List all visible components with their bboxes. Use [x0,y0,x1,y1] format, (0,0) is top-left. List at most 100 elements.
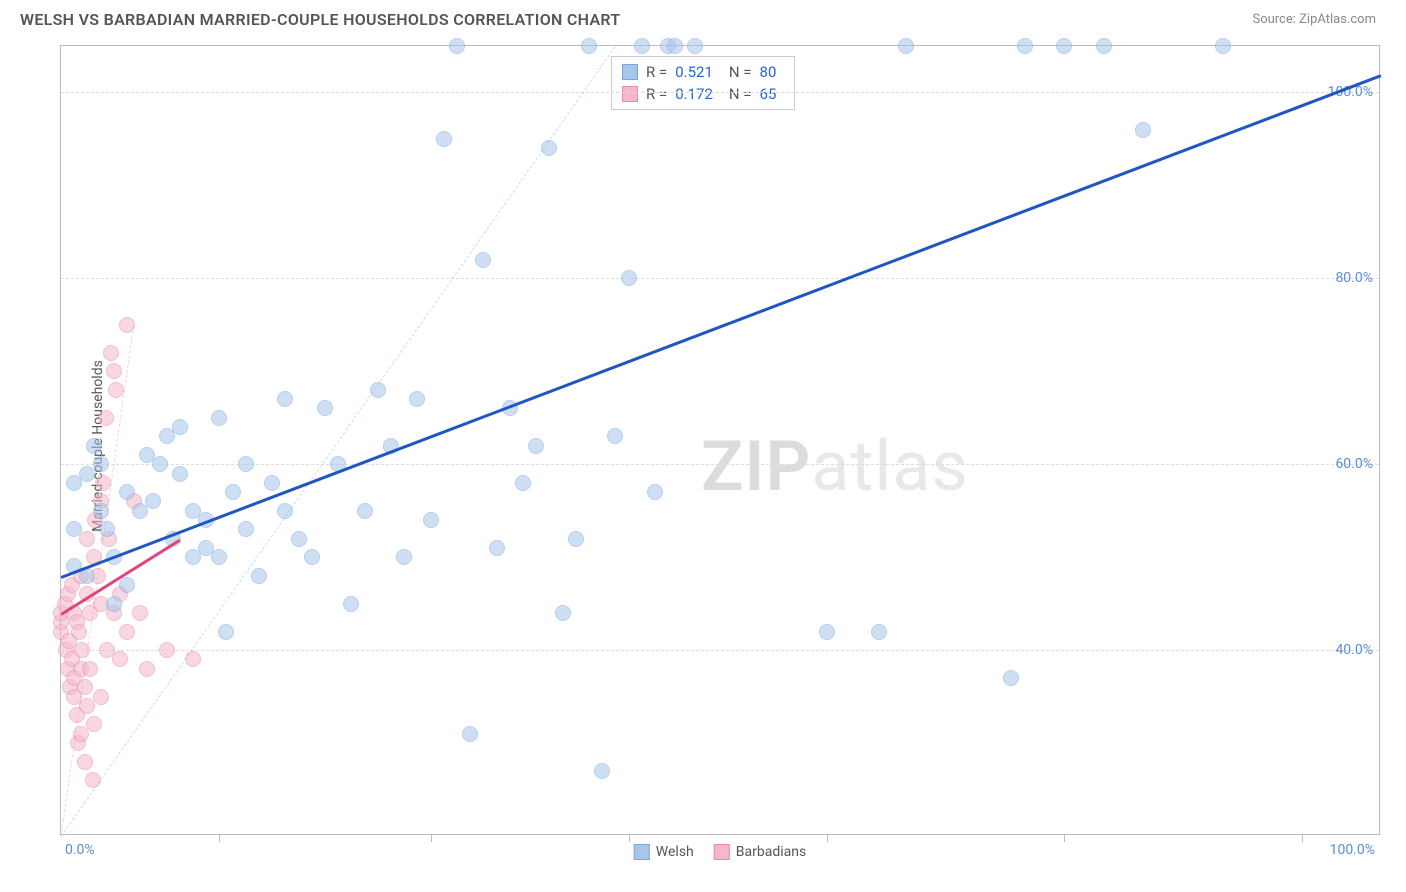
stats-row-barbadian: R = 0.172 N = 65 [622,83,784,105]
y-tick-label: 40.0% [1335,642,1373,658]
point-welsh [264,475,280,491]
point-welsh [86,438,102,454]
point-welsh [119,484,135,500]
legend-swatch-welsh [634,844,650,860]
point-barbadian [71,624,87,640]
point-welsh [93,456,109,472]
point-barbadian [132,605,148,621]
legend-label-barbadian: Barbadians [736,844,806,860]
chart-title: WELSH VS BARBADIAN MARRIED-COUPLE HOUSEH… [20,10,621,29]
point-welsh [211,549,227,565]
point-welsh [528,438,544,454]
stats-n-value-welsh: 80 [760,63,777,81]
point-welsh [172,419,188,435]
point-barbadian [93,689,109,705]
point-welsh [647,484,663,500]
chart-plot-area: ZIPatlas R = 0.521 N = 80 R = 0.172 N = … [60,45,1380,835]
stats-r-value-barbadian: 0.172 [675,85,713,103]
x-tick [827,834,828,842]
point-barbadian [139,661,155,677]
point-welsh [1096,38,1112,54]
point-welsh [225,484,241,500]
point-welsh [634,38,650,54]
stats-n-value-barbadian: 65 [760,85,777,103]
stats-r-value-welsh: 0.521 [675,63,713,81]
point-welsh [251,568,267,584]
point-barbadian [86,716,102,732]
point-barbadian [106,363,122,379]
point-welsh [99,521,115,537]
stats-n-label: N = [729,85,752,103]
point-welsh [317,400,333,416]
point-welsh [238,521,254,537]
point-welsh [462,726,478,742]
stats-legend-box: R = 0.521 N = 80 R = 0.172 N = 65 [611,56,795,110]
point-welsh [568,531,584,547]
point-welsh [1003,670,1019,686]
stats-r-label: R = [646,85,667,103]
point-welsh [218,624,234,640]
x-tick [629,834,630,842]
point-welsh [555,605,571,621]
legend-swatch-barbadian [714,844,730,860]
point-welsh [607,428,623,444]
point-welsh [277,391,293,407]
point-welsh [66,521,82,537]
point-welsh [172,466,188,482]
trendline-welsh [61,74,1382,578]
point-welsh [515,475,531,491]
point-barbadian [77,679,93,695]
point-welsh [396,549,412,565]
point-welsh [581,38,597,54]
legend-item-welsh: Welsh [634,844,694,860]
watermark: ZIPatlas [701,426,969,508]
stats-r-label: R = [646,63,667,81]
point-welsh [119,577,135,593]
point-barbadian [159,642,175,658]
x-tick [1064,834,1065,842]
point-welsh [871,624,887,640]
point-welsh [409,391,425,407]
watermark-atlas: atlas [811,426,968,508]
y-tick-label: 60.0% [1335,456,1373,472]
source-label: Source: ZipAtlas.com [1252,12,1376,27]
point-welsh [304,549,320,565]
point-welsh [594,763,610,779]
point-barbadian [112,651,128,667]
x-tick [1302,834,1303,842]
point-welsh [436,131,452,147]
gridline-h [61,464,1379,465]
gridline-h [61,278,1379,279]
point-welsh [1017,38,1033,54]
x-tick-max: 100.0% [1330,842,1375,858]
point-welsh [449,38,465,54]
point-barbadian [77,754,93,770]
legend-label-welsh: Welsh [656,844,694,860]
x-tick [431,834,432,842]
watermark-zip: ZIP [701,426,811,508]
swatch-welsh [622,64,638,80]
point-welsh [489,540,505,556]
y-tick-label: 80.0% [1335,270,1373,286]
point-welsh [667,38,683,54]
point-welsh [621,270,637,286]
point-welsh [238,456,254,472]
point-barbadian [79,531,95,547]
point-welsh [1056,38,1072,54]
point-welsh [145,493,161,509]
point-welsh [475,252,491,268]
point-welsh [106,596,122,612]
stats-row-welsh: R = 0.521 N = 80 [622,61,784,83]
point-welsh [343,596,359,612]
x-tick [219,834,220,842]
point-welsh [687,38,703,54]
point-barbadian [103,345,119,361]
legend: Welsh Barbadians [634,844,806,860]
point-welsh [898,38,914,54]
gridline-h [61,92,1379,93]
point-welsh [357,503,373,519]
x-tick-min: 0.0% [65,842,95,858]
point-welsh [423,512,439,528]
point-barbadian [98,410,114,426]
swatch-barbadian [622,86,638,102]
